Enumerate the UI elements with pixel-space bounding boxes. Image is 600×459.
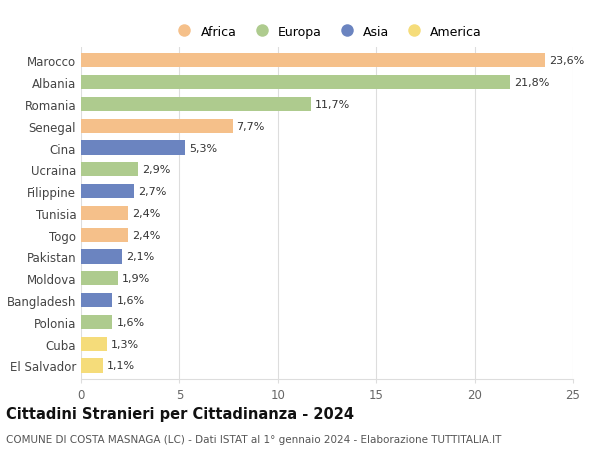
Text: 2,4%: 2,4%: [132, 230, 161, 240]
Bar: [81, 315, 112, 329]
Bar: [81, 337, 107, 351]
Text: 23,6%: 23,6%: [550, 56, 584, 66]
Bar: [81, 207, 128, 220]
Bar: [81, 272, 118, 285]
Text: COMUNE DI COSTA MASNAGA (LC) - Dati ISTAT al 1° gennaio 2024 - Elaborazione TUTT: COMUNE DI COSTA MASNAGA (LC) - Dati ISTA…: [6, 434, 502, 444]
Bar: [81, 293, 112, 308]
Bar: [81, 141, 185, 155]
Text: 21,8%: 21,8%: [514, 78, 550, 88]
Text: 2,9%: 2,9%: [142, 165, 170, 175]
Text: 1,1%: 1,1%: [107, 361, 135, 370]
Text: 1,9%: 1,9%: [122, 274, 151, 284]
Bar: [81, 54, 545, 68]
Text: 1,6%: 1,6%: [116, 296, 145, 305]
Legend: Africa, Europa, Asia, America: Africa, Europa, Asia, America: [172, 26, 482, 39]
Bar: [81, 119, 233, 134]
Bar: [81, 228, 128, 242]
Text: 2,7%: 2,7%: [138, 187, 166, 197]
Text: 2,4%: 2,4%: [132, 208, 161, 218]
Text: 11,7%: 11,7%: [315, 100, 350, 110]
Bar: [81, 163, 138, 177]
Text: 2,1%: 2,1%: [126, 252, 155, 262]
Text: 1,3%: 1,3%: [110, 339, 139, 349]
Bar: [81, 358, 103, 373]
Text: 5,3%: 5,3%: [189, 143, 217, 153]
Bar: [81, 76, 510, 90]
Text: 7,7%: 7,7%: [236, 122, 265, 131]
Bar: [81, 185, 134, 199]
Text: 1,6%: 1,6%: [116, 317, 145, 327]
Bar: [81, 250, 122, 264]
Bar: [81, 98, 311, 112]
Text: Cittadini Stranieri per Cittadinanza - 2024: Cittadini Stranieri per Cittadinanza - 2…: [6, 406, 354, 421]
